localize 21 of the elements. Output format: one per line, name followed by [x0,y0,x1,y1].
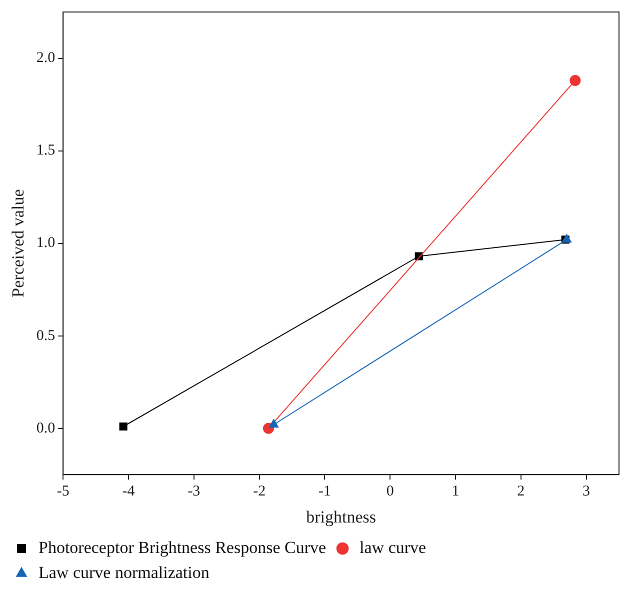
legend-label: law curve [360,538,426,557]
legend-label: Photoreceptor Brightness Response Curve [38,538,326,557]
point [570,74,581,86]
x-tick-label: -2 [253,484,266,500]
x-tick-label: -5 [56,484,70,500]
y-tick-label: 1.5 [36,142,56,159]
y-tick-label: 0.5 [36,328,56,344]
point [119,422,128,431]
y-tick-label: 1.0 [36,235,56,252]
x-tick-label: 2 [517,484,525,500]
x-tick-label: 0 [386,484,394,500]
x-axis-title: brightness [306,507,376,526]
y-axis-title: Perceived value [8,189,28,298]
y-tick-label: 2.0 [36,50,56,66]
x-tick-label: 1 [452,484,460,500]
x-tick-label: -1 [318,484,331,500]
legend-label: Law curve normalization [38,562,210,582]
x-tick-label: -4 [122,484,136,500]
x-tick-label: -3 [188,484,200,500]
x-tick-label: 3 [582,484,590,500]
y-tick-label: 0.0 [36,420,56,436]
